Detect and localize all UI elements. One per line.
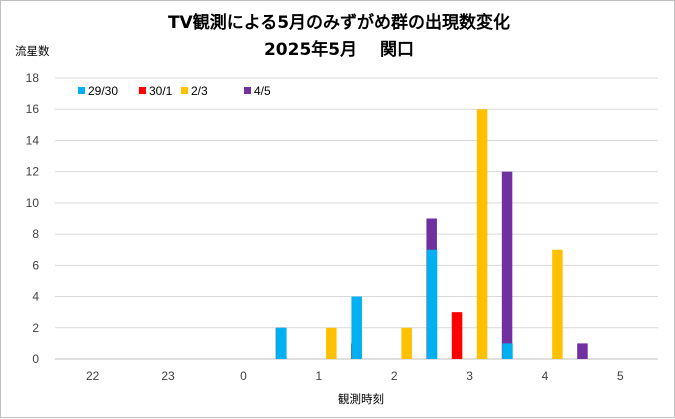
legend: 29/30 30/1 2/3 4/5 <box>78 84 271 98</box>
y-tick-label: 16 <box>26 102 40 116</box>
y-tick-label: 18 <box>26 71 40 85</box>
x-tick-label: 23 <box>161 369 175 383</box>
x-tick-label: 4 <box>542 369 549 383</box>
bar <box>476 109 488 359</box>
bar <box>451 312 463 359</box>
x-tick-label: 0 <box>240 369 247 383</box>
bar <box>502 343 513 359</box>
y-tick-label: 0 <box>32 352 39 366</box>
legend-label: 30/1 <box>149 84 173 98</box>
legend-swatch <box>78 87 85 94</box>
y-tick-label: 14 <box>26 133 40 147</box>
y-tick-label: 4 <box>32 290 39 304</box>
x-tick-label: 22 <box>86 369 100 383</box>
bar <box>577 343 588 359</box>
legend-swatch <box>244 87 251 94</box>
y-tick-label: 8 <box>32 227 39 241</box>
bar <box>326 327 337 359</box>
y-tick-label: 10 <box>26 196 40 210</box>
bar <box>501 171 513 359</box>
x-tick-label: 5 <box>617 369 624 383</box>
legend-swatch <box>181 87 188 94</box>
x-axis-label: 観測時刻 <box>338 392 384 406</box>
chart-title: TV観測による5月のみずがめ群の出現数変化 <box>168 12 510 33</box>
y-tick-label: 12 <box>26 165 40 179</box>
x-tick-label: 3 <box>466 369 473 383</box>
legend-swatch <box>139 87 146 94</box>
bar <box>426 249 438 359</box>
bar <box>401 327 412 359</box>
bar <box>552 249 563 359</box>
chart-subtitle: 2025年5月 関口 <box>264 39 414 60</box>
gridlines <box>55 77 658 360</box>
legend-label: 29/30 <box>88 84 118 98</box>
y-axis-label: 流星数 <box>15 44 50 58</box>
bar <box>351 296 362 359</box>
bar <box>276 327 287 359</box>
bars <box>275 109 588 359</box>
y-tick-label: 2 <box>32 321 39 335</box>
x-tick-label: 2 <box>391 369 398 383</box>
legend-label: 4/5 <box>254 84 271 98</box>
legend-label: 2/3 <box>191 84 208 98</box>
y-tick-label: 6 <box>32 258 39 272</box>
x-tick-label: 1 <box>315 369 322 383</box>
